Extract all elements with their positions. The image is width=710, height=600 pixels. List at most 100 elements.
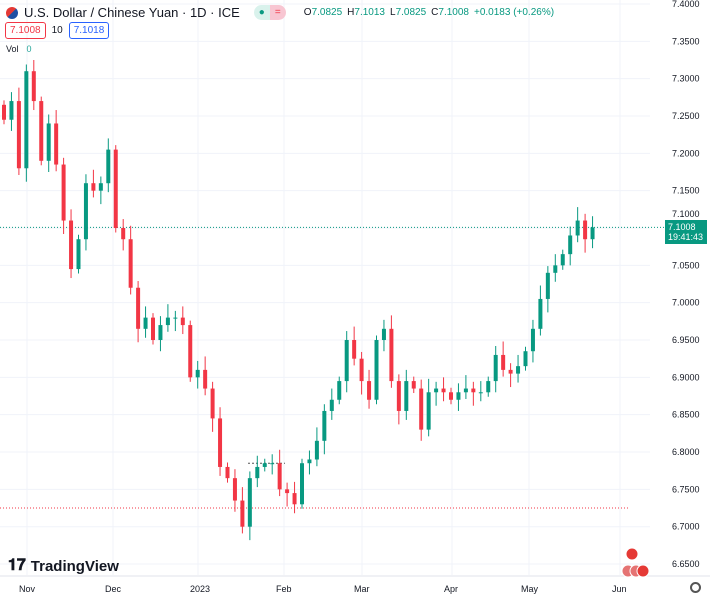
price-axis-label: 6.7000	[672, 522, 700, 532]
tradingview-logo[interactable]: 𝟏𝟕 TradingView	[8, 557, 119, 575]
candle-body	[344, 340, 349, 382]
candle-body	[292, 493, 297, 505]
price-axis-label: 7.2000	[672, 148, 700, 158]
price-axis-label: 7.3000	[672, 74, 700, 84]
price-axis-label: 7.3500	[672, 36, 700, 46]
candle-body	[411, 381, 416, 389]
candle-body	[76, 239, 81, 270]
sell-button[interactable]: 7.1008	[5, 22, 46, 39]
candle-body	[9, 101, 14, 120]
candle-body	[247, 478, 252, 527]
settings-gear-icon[interactable]	[690, 582, 701, 593]
candle-body	[478, 392, 483, 394]
candle-body	[374, 340, 379, 400]
candle-body	[39, 101, 44, 161]
candle-body	[255, 466, 260, 479]
candle-body	[300, 463, 304, 505]
candle-body	[530, 328, 535, 352]
price-axis-label: 6.8000	[672, 447, 700, 457]
candle-body	[404, 381, 409, 411]
candle-body	[232, 478, 237, 501]
candle-body	[314, 440, 319, 460]
price-axis-label: 7.1500	[672, 186, 700, 196]
candle-body	[54, 123, 59, 165]
candle-body	[285, 489, 290, 494]
candle-body	[329, 399, 334, 411]
candle-body	[143, 317, 148, 329]
time-axis-label: Nov	[19, 584, 36, 594]
candle-body	[128, 239, 133, 288]
candle-body	[568, 235, 573, 255]
currency-flag-icon	[6, 6, 18, 19]
price-axis-label: 6.9000	[672, 372, 700, 382]
candle-body	[270, 463, 275, 465]
candle-body	[575, 220, 580, 236]
price-axis-label: 6.8500	[672, 410, 700, 420]
candle-body	[381, 328, 386, 341]
candle-body	[188, 325, 193, 378]
price-axis-label: 7.2500	[672, 111, 700, 121]
candle-body	[553, 265, 558, 273]
economic-event-icon	[636, 564, 650, 578]
time-axis-label: Dec	[105, 584, 122, 594]
candle-body	[471, 388, 476, 393]
candle-body	[538, 298, 543, 329]
equals-icon: =	[269, 5, 286, 20]
symbol-header: U.S. Dollar / Chinese Yuan · 1D · ICE ● …	[6, 5, 554, 20]
candle-body	[441, 388, 446, 393]
price-axis-label: 6.6500	[672, 559, 700, 569]
candle-body	[419, 388, 424, 430]
economic-event-icon	[625, 547, 639, 561]
candle-body	[121, 228, 126, 240]
candle-body	[516, 366, 521, 374]
price-axis-label: 6.7500	[672, 484, 700, 494]
candle-body	[16, 101, 21, 169]
candle-body	[449, 392, 453, 400]
candle-body	[560, 254, 565, 266]
candle-body	[322, 410, 327, 441]
market-status[interactable]: ● =	[253, 5, 286, 20]
candle-body	[508, 369, 513, 374]
candle-body	[501, 354, 506, 370]
candle-body	[61, 164, 66, 221]
candle-body	[46, 123, 51, 161]
candle-body	[151, 317, 155, 341]
candle-body	[337, 381, 342, 400]
symbol-title[interactable]: U.S. Dollar / Chinese Yuan · 1D · ICE	[24, 5, 240, 20]
candle-body	[136, 287, 141, 329]
candle-body	[463, 388, 468, 393]
spread: 10	[51, 25, 63, 36]
candle-body	[2, 104, 6, 120]
candle-body	[158, 325, 163, 341]
candle-body	[396, 381, 401, 411]
candle-body	[493, 354, 498, 382]
candle-body	[389, 328, 394, 382]
candle-body	[113, 149, 118, 229]
candle-body	[165, 317, 170, 326]
candle-body	[173, 317, 178, 319]
candle-body	[545, 272, 550, 299]
candle-body	[367, 381, 372, 400]
candle-body	[262, 463, 267, 467]
candle-body	[69, 220, 74, 270]
price-axis-label: 6.9500	[672, 335, 700, 345]
candle-body	[434, 388, 439, 393]
candle-body	[98, 183, 103, 191]
price-axis-label: 7.0000	[672, 298, 700, 308]
volume-legend: Vol 0	[6, 44, 32, 54]
candle-body	[277, 463, 282, 490]
candle-body	[590, 227, 595, 240]
candle-body	[225, 466, 230, 479]
time-axis-label: 2023	[190, 584, 211, 594]
candle-body	[240, 500, 245, 527]
candle-body	[31, 71, 36, 102]
last-price-tag: 7.1008 19:41:43	[665, 220, 707, 244]
candle-body	[218, 418, 223, 467]
candle-body	[210, 388, 215, 419]
candle-body	[203, 369, 208, 389]
time-axis-label: May	[521, 584, 539, 594]
buy-button[interactable]: 7.1018	[68, 22, 110, 39]
time-axis-label: Mar	[354, 584, 370, 594]
candle-body	[83, 183, 88, 240]
